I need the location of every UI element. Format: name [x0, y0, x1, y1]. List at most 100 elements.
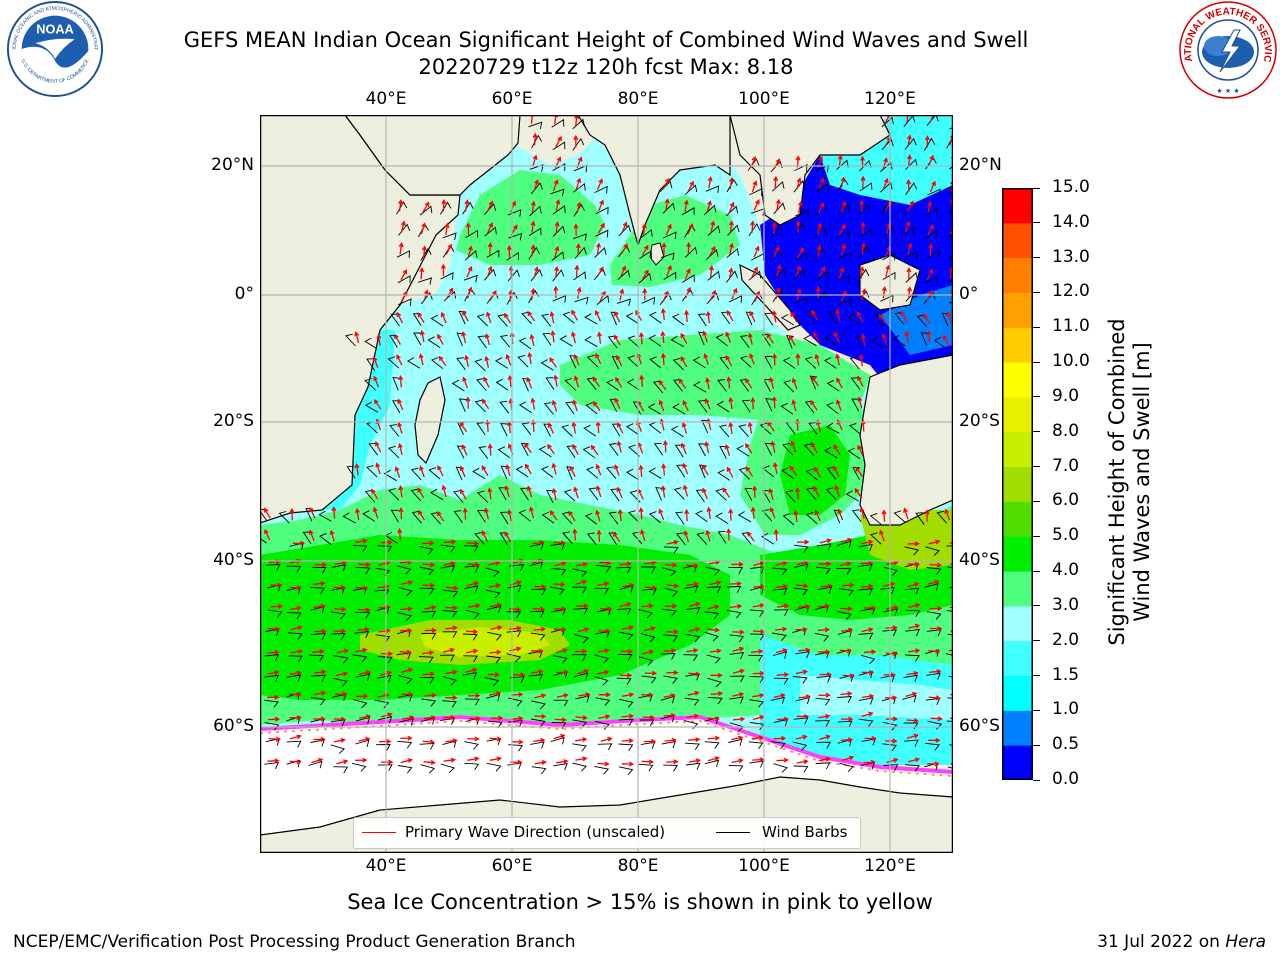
wind-barb: [836, 649, 852, 657]
wave-direction-arrow: [840, 737, 854, 743]
wind-barb: [476, 378, 487, 391]
wind-barb: [573, 164, 588, 173]
wind-barb: [364, 401, 379, 413]
wave-direction-arrow: [292, 540, 306, 546]
wind-barb: [594, 676, 609, 686]
wind-barb: [354, 630, 370, 639]
wind-barb: [695, 489, 705, 503]
wind-barb: [773, 609, 789, 617]
wave-direction-arrow: [313, 603, 326, 609]
wave-direction-arrow: [488, 583, 502, 589]
wave-direction-arrow: [814, 509, 821, 522]
wind-barb: [396, 250, 410, 258]
wave-direction-arrow: [666, 629, 679, 635]
wind-barb: [500, 465, 509, 480]
wave-direction-arrow: [464, 199, 470, 212]
wave-direction-arrow: [798, 694, 811, 700]
colorbar-label-line1: Significant Height of Combined: [1105, 318, 1129, 646]
wind-barb: [883, 566, 899, 576]
wave-direction-arrow: [378, 628, 391, 634]
wind-barb: [673, 379, 683, 392]
colorbar-tick: [1033, 535, 1040, 537]
wind-barb: [528, 121, 543, 130]
wave-direction-arrow: [441, 484, 447, 497]
wave-direction-arrow: [466, 648, 479, 654]
wave-direction-arrow: [749, 353, 755, 365]
wind-barb: [793, 587, 808, 596]
wind-barb: [616, 608, 632, 616]
wave-direction-arrow: [445, 243, 452, 255]
wave-direction-arrow: [879, 529, 885, 542]
wind-barb: [824, 446, 838, 459]
wave-direction-arrow: [530, 244, 536, 257]
wind-barb: [330, 744, 346, 754]
colorbar: [1002, 188, 1033, 781]
wave-direction-arrow: [573, 134, 579, 148]
wind-barbs-swatch: [716, 832, 750, 833]
wave-direction-arrow: [598, 199, 604, 212]
wave-direction-arrow: [819, 561, 832, 567]
wind-barb: [597, 743, 613, 751]
wind-barb: [882, 721, 898, 731]
wave-direction-arrow: [467, 736, 480, 742]
wave-direction-arrow: [464, 354, 469, 367]
wave-direction-arrow: [400, 735, 413, 741]
wave-direction-arrow: [663, 693, 676, 699]
wind-barb: [815, 762, 831, 770]
wind-barb: [782, 513, 795, 526]
wave-direction-arrow: [355, 757, 368, 763]
wave-direction-arrow: [840, 606, 853, 612]
wave-direction-arrow: [505, 464, 511, 477]
wind-barb: [905, 609, 921, 617]
wind-barb: [506, 630, 522, 638]
wave-direction-arrow: [620, 243, 628, 255]
wind-barb: [509, 676, 525, 684]
wind-barb: [278, 511, 290, 524]
wind-barb: [902, 226, 915, 236]
wave-direction-arrow: [857, 375, 864, 387]
wind-barb: [672, 403, 686, 415]
wind-barb: [518, 509, 531, 522]
wind-barb: [628, 510, 640, 523]
wave-direction-arrow: [555, 648, 568, 654]
wave-direction-arrow: [728, 201, 735, 214]
wind-barb: [705, 566, 721, 576]
wave-direction-arrow: [750, 397, 756, 410]
wave-direction-arrow: [619, 561, 632, 567]
wave-direction-arrow: [929, 180, 936, 193]
wave-direction-arrow: [795, 353, 801, 366]
wave-west-cyan: [320, 330, 395, 510]
wave-direction-arrow: [485, 311, 492, 324]
wave-direction-arrow: [929, 562, 943, 568]
wind-barb: [631, 531, 643, 545]
wind-barb: [858, 718, 874, 727]
wave-direction-arrow: [397, 421, 403, 434]
wave-direction-arrow: [707, 716, 720, 722]
wave-southern-core: [260, 535, 730, 700]
wave-direction-arrow: [641, 649, 655, 655]
wave-direction-arrow: [312, 649, 325, 655]
wave-direction-arrow: [600, 736, 613, 742]
wave-direction-arrow: [599, 606, 613, 612]
svg-text:NOAA: NOAA: [36, 21, 74, 36]
wave-direction-arrow: [885, 264, 891, 277]
wave-direction-arrow: [726, 528, 732, 541]
wind-barb: [572, 743, 587, 752]
wind-barb: [474, 399, 486, 413]
wind-barb: [333, 655, 349, 664]
wind-barb: [486, 249, 500, 258]
wave-direction-arrow: [619, 672, 633, 678]
wind-barb: [265, 563, 281, 571]
wave-direction-arrow: [309, 506, 316, 519]
wave-direction-arrow: [818, 177, 825, 190]
wind-barb: [859, 182, 873, 192]
wind-barb: [551, 251, 565, 261]
wave-direction-arrow: [486, 222, 494, 234]
wind-barb: [565, 401, 575, 415]
wave-direction-arrow: [750, 220, 755, 233]
wave-direction-arrow: [728, 421, 734, 435]
wave-direction-arrow: [665, 223, 672, 236]
wave-direction-arrow: [532, 154, 538, 167]
wind-barb: [474, 531, 485, 545]
wave-direction-arrow: [641, 244, 649, 256]
